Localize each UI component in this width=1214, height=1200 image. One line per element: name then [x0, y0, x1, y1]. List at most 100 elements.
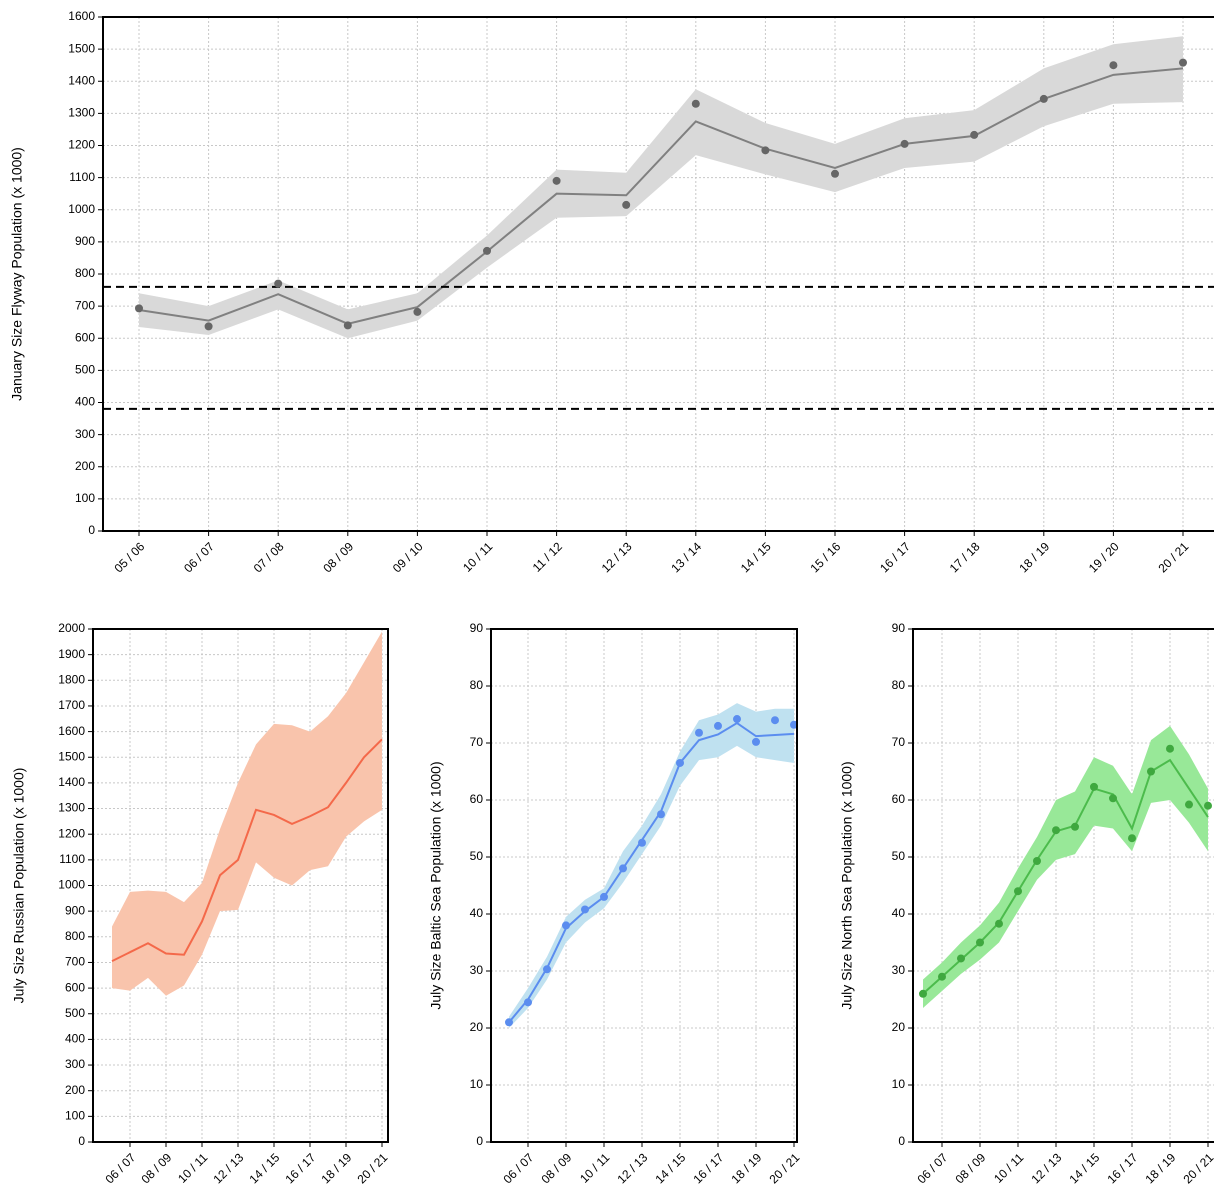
x-tick-label: 08 / 09: [139, 1150, 175, 1186]
y-tick-label: 60: [892, 792, 906, 806]
observed-point: [976, 938, 984, 947]
chart: 0 10 20 30 40 50 60 70 80 90 06 / 07 08 / 09 10 / 11…: [428, 621, 803, 1186]
y-tick-label: 200: [65, 1083, 85, 1097]
axes-frame: [912, 628, 1214, 1143]
observed-point: [413, 307, 422, 316]
y-tick-label: 0: [88, 523, 95, 537]
trend-line: [922, 758, 1209, 995]
observed-point: [483, 246, 491, 255]
x-tick-label: 06 / 07: [103, 1150, 139, 1186]
x-tick-label: 11 / 12: [530, 539, 565, 574]
x-tick-label: 12 / 13: [615, 1150, 651, 1186]
y-tick-label: 1900: [58, 647, 85, 661]
confidence-band: [923, 725, 1208, 1009]
observed-point: [695, 728, 703, 737]
x-tick-label: 12 / 13: [599, 539, 635, 575]
y-tick-label: 700: [65, 955, 85, 969]
x-tick-label: 14 / 15: [738, 539, 774, 575]
y-tick-label: 600: [65, 980, 85, 994]
trend-line: [508, 721, 795, 1023]
y-tick-label: 40: [470, 906, 484, 920]
y-tick-label: 1500: [68, 41, 95, 55]
x-tick-label: 08 / 09: [320, 539, 356, 575]
observed-point: [1014, 887, 1022, 896]
y-tick-label: 400: [65, 1032, 85, 1046]
y-tick-label: 100: [65, 1109, 85, 1123]
x-tick-label: 14 / 15: [653, 1150, 689, 1186]
observed-point: [524, 998, 532, 1007]
y-tick-label: 300: [65, 1057, 85, 1071]
y-tick-label: 90: [470, 621, 484, 635]
observed-point: [274, 279, 283, 288]
y-tick-label: 40: [892, 906, 906, 920]
x-tick-label: 14 / 15: [1067, 1150, 1103, 1186]
observed-point: [1039, 94, 1048, 103]
x-tick-label: 12 / 13: [211, 1150, 247, 1186]
observed-point: [552, 176, 561, 185]
observed-point: [1109, 794, 1117, 803]
y-tick-label: 0: [78, 1134, 85, 1148]
x-tick-label: 10 / 11: [460, 539, 495, 574]
observed-point: [1179, 58, 1187, 67]
y-tick-label: 1100: [69, 170, 95, 184]
observed-point: [1071, 822, 1079, 831]
y-tick-label: 70: [470, 735, 484, 749]
x-tick-label: 18 / 19: [319, 1150, 355, 1186]
x-tick-label: 06 / 07: [915, 1150, 951, 1186]
observed-point: [204, 322, 213, 331]
observed-point: [600, 892, 608, 901]
trend-line: [111, 738, 383, 963]
plot-area: [919, 725, 1212, 1009]
y-tick-label: 0: [476, 1134, 483, 1148]
y-tick-label: 900: [65, 903, 85, 917]
y-tick-label: 1700: [58, 698, 85, 712]
x-tick-label: 20 / 21: [1181, 1150, 1214, 1186]
x-tick-label: 13 / 14: [668, 539, 704, 575]
y-tick-label: 20: [470, 1020, 484, 1034]
observed-point: [1090, 782, 1098, 791]
x-tick-label: 14 / 15: [247, 1150, 283, 1186]
y-tick-label: 1000: [68, 202, 95, 216]
confidence-band: [112, 631, 382, 996]
y-tick-label: 50: [470, 849, 484, 863]
observed-point: [900, 139, 909, 148]
y-axis-label: July Size North Sea Population (x 1000): [839, 761, 855, 1009]
x-tick-label: 10 / 11: [577, 1150, 612, 1185]
y-tick-label: 100: [75, 491, 95, 505]
y-tick-label: 600: [75, 330, 95, 344]
chart: 0 10 20 30 40 50 60 70 80 90 06 / 07 08 / 09 10 / 11…: [839, 621, 1214, 1186]
confidence-band: [509, 703, 794, 1028]
x-tick-label: 05 / 06: [112, 539, 148, 575]
y-tick-label: 90: [892, 621, 906, 635]
observed-point: [790, 720, 797, 729]
y-tick-label: 1100: [59, 852, 85, 866]
observed-point: [619, 864, 627, 873]
observed-point: [970, 130, 979, 139]
y-tick-label: 1000: [58, 878, 85, 892]
y-tick-label: 1400: [58, 775, 85, 789]
observed-point: [938, 972, 946, 981]
x-tick-label: 10 / 11: [991, 1150, 1026, 1185]
observed-point: [752, 737, 760, 746]
y-tick-label: 1300: [68, 106, 95, 120]
x-tick-label: 06 / 07: [181, 539, 217, 575]
y-axis-label: July Size Russian Population (x 1000): [11, 768, 27, 1004]
y-tick-label: 800: [75, 266, 95, 280]
x-tick-label: 08 / 09: [953, 1150, 989, 1186]
y-tick-label: 60: [470, 792, 484, 806]
observed-point: [505, 1018, 513, 1027]
x-tick-label: 20 / 21: [355, 1150, 391, 1186]
observed-point: [733, 715, 741, 724]
plot-area: [103, 36, 1214, 410]
x-tick-label: 09 / 10: [390, 539, 426, 575]
observed-point: [622, 200, 631, 209]
y-tick-label: 200: [75, 459, 95, 473]
observed-point: [1033, 856, 1041, 865]
plot-area: [505, 703, 797, 1028]
x-tick-label: 07 / 08: [251, 539, 287, 575]
y-tick-label: 20: [892, 1020, 906, 1034]
x-tick-label: 16 / 17: [1105, 1150, 1141, 1186]
observed-point: [691, 99, 700, 108]
